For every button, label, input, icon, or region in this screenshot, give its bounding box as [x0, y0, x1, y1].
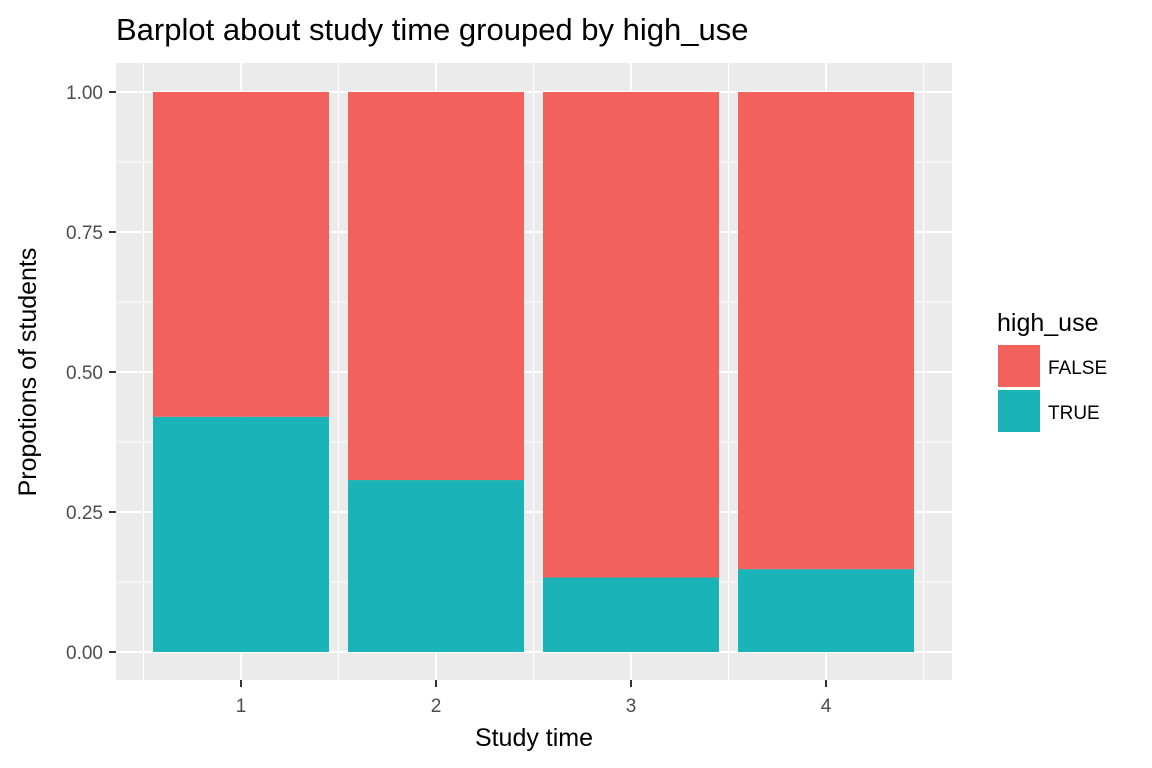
y-axis: 0.00 0.25 0.50 0.75 1.00	[66, 83, 116, 664]
x-tick-label: 3	[626, 696, 637, 717]
y-axis-title: Propotions of students	[14, 248, 42, 497]
y-tick-label: 1.00	[66, 83, 103, 104]
bar-false-1	[153, 92, 329, 417]
x-tick-label: 2	[431, 696, 442, 717]
chart-title: Barplot about study time grouped by high…	[116, 12, 748, 47]
x-axis: 1 2 3 4	[236, 680, 832, 717]
legend-swatch-false	[998, 345, 1040, 387]
legend-swatch-true	[998, 390, 1040, 432]
legend-label-true: TRUE	[1048, 403, 1100, 424]
bars	[153, 92, 914, 652]
x-tick-label: 1	[236, 696, 247, 717]
x-axis-title: Study time	[475, 724, 593, 752]
y-tick-label: 0.00	[66, 643, 103, 664]
bar-false-4	[738, 92, 914, 570]
legend-label-false: FALSE	[1048, 358, 1107, 379]
y-tick-label: 0.25	[66, 503, 103, 524]
y-tick-label: 0.75	[66, 223, 103, 244]
legend-title: high_use	[997, 309, 1098, 337]
bar-false-2	[348, 92, 524, 481]
x-tick-label: 4	[821, 696, 832, 717]
bar-true-4	[738, 569, 914, 652]
y-tick-label: 0.50	[66, 363, 103, 384]
bar-true-1	[153, 416, 329, 652]
legend: high_use FALSE TRUE	[997, 309, 1107, 432]
bar-false-3	[543, 92, 719, 578]
bar-true-2	[348, 480, 524, 652]
bar-true-3	[543, 577, 719, 652]
